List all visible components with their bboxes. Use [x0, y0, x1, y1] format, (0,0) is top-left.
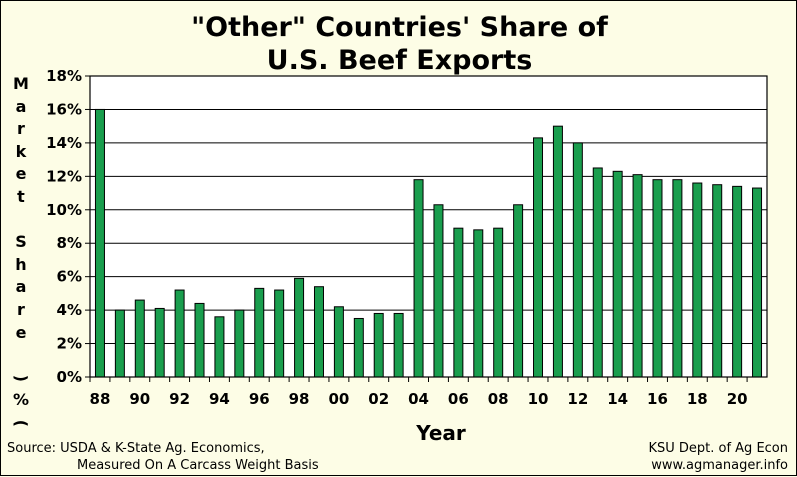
source-note-line-1: Source: USDA & K-State Ag. Economics,	[7, 441, 265, 456]
bar-04	[413, 179, 424, 378]
x-tick-label: 18	[687, 390, 708, 408]
bar-19	[712, 184, 723, 378]
bar-99	[313, 286, 324, 378]
x-tick-label: 00	[328, 390, 349, 408]
y-axis-label-char: e	[15, 322, 27, 342]
chart-title-line-2: U.S. Beef Exports	[266, 45, 533, 76]
y-axis-label-char: h	[15, 254, 27, 274]
bar-11	[552, 125, 563, 378]
credit-note-line-2: www.agmanager.info	[651, 458, 788, 473]
bar-05	[433, 204, 444, 378]
bar-91	[154, 307, 165, 378]
x-tick-label: 04	[408, 390, 429, 408]
x-tick-label: 16	[647, 390, 668, 408]
bar-93	[194, 302, 205, 378]
source-note-line-2: Measured On A Carcass Weight Basis	[77, 458, 319, 473]
x-tick-label: 02	[368, 390, 389, 408]
y-axis-label-char	[11, 209, 31, 232]
bar-09	[513, 204, 524, 378]
bar-02	[373, 312, 384, 378]
bar-18	[692, 182, 703, 378]
y-tick-label: 10%	[46, 201, 82, 219]
y-tick-label: 4%	[57, 301, 82, 319]
bar-20	[732, 185, 743, 378]
bar-14	[612, 170, 623, 378]
x-axis-label: Year	[416, 421, 466, 445]
y-axis-label-char: a	[15, 96, 27, 116]
y-tick-label: 6%	[57, 268, 82, 286]
bar-13	[592, 167, 603, 378]
y-axis-label-char: r	[17, 119, 25, 139]
y-tick-label: 18%	[46, 67, 82, 85]
bar-17	[672, 179, 683, 378]
bar-97	[274, 289, 285, 378]
source-note: Source: USDA & K-State Ag. Economics, Me…	[7, 440, 319, 474]
x-tick-label: 92	[169, 390, 190, 408]
y-axis-label-char	[11, 344, 31, 367]
bar-03	[393, 312, 404, 378]
y-tick-label: 14%	[46, 134, 82, 152]
y-axis-label-char: a	[15, 277, 27, 297]
x-tick-label: 96	[249, 390, 270, 408]
x-tick-label: 94	[209, 390, 230, 408]
bar-90	[134, 299, 145, 378]
y-axis-label-char: )	[10, 419, 30, 427]
bar-21	[752, 187, 763, 378]
credit-note-line-1: KSU Dept. of Ag Econ	[648, 441, 788, 456]
x-tick-label: 12	[567, 390, 588, 408]
bar-98	[294, 277, 305, 378]
plot-area	[90, 76, 767, 377]
y-axis-label-char: %	[12, 390, 30, 410]
y-tick-label: 16%	[46, 100, 82, 118]
y-axis-label-char: t	[17, 186, 25, 206]
bar-88	[94, 108, 105, 378]
bar-95	[234, 309, 245, 378]
bar-06	[453, 227, 464, 378]
x-tick-label: 98	[289, 390, 310, 408]
y-axis-label-char: e	[15, 164, 27, 184]
y-axis-label-char: (	[10, 374, 30, 382]
x-tick-label: 06	[448, 390, 469, 408]
bar-08	[493, 227, 504, 378]
credit-note: KSU Dept. of Ag Econ www.agmanager.info	[648, 440, 788, 474]
bar-07	[473, 229, 484, 378]
y-tick-label: 12%	[46, 167, 82, 185]
bar-10	[533, 137, 544, 378]
x-tick-label: 14	[607, 390, 628, 408]
x-tick-label: 20	[727, 390, 748, 408]
bar-12	[572, 142, 583, 378]
bar-96	[254, 287, 265, 378]
bar-16	[652, 179, 663, 378]
x-tick-label: 90	[129, 390, 150, 408]
y-axis-label-char: M	[13, 74, 29, 93]
x-tick-label: 10	[528, 390, 549, 408]
y-axis-label-char: k	[15, 141, 27, 161]
y-tick-label: 2%	[57, 335, 82, 353]
bar-92	[174, 289, 185, 378]
bar-94	[214, 316, 225, 378]
x-tick-label: 08	[488, 390, 509, 408]
chart-title-line-1: "Other" Countries' Share of	[191, 12, 608, 43]
bar-00	[333, 306, 344, 378]
y-tick-label: 0%	[57, 368, 82, 386]
y-tick-label: 8%	[57, 234, 82, 252]
y-axis-label-char: r	[17, 299, 25, 319]
bar-01	[353, 317, 364, 378]
x-tick-label: 88	[90, 390, 111, 408]
bar-89	[114, 309, 125, 378]
bar-15	[632, 174, 643, 378]
y-axis-label-char: S	[15, 232, 27, 252]
